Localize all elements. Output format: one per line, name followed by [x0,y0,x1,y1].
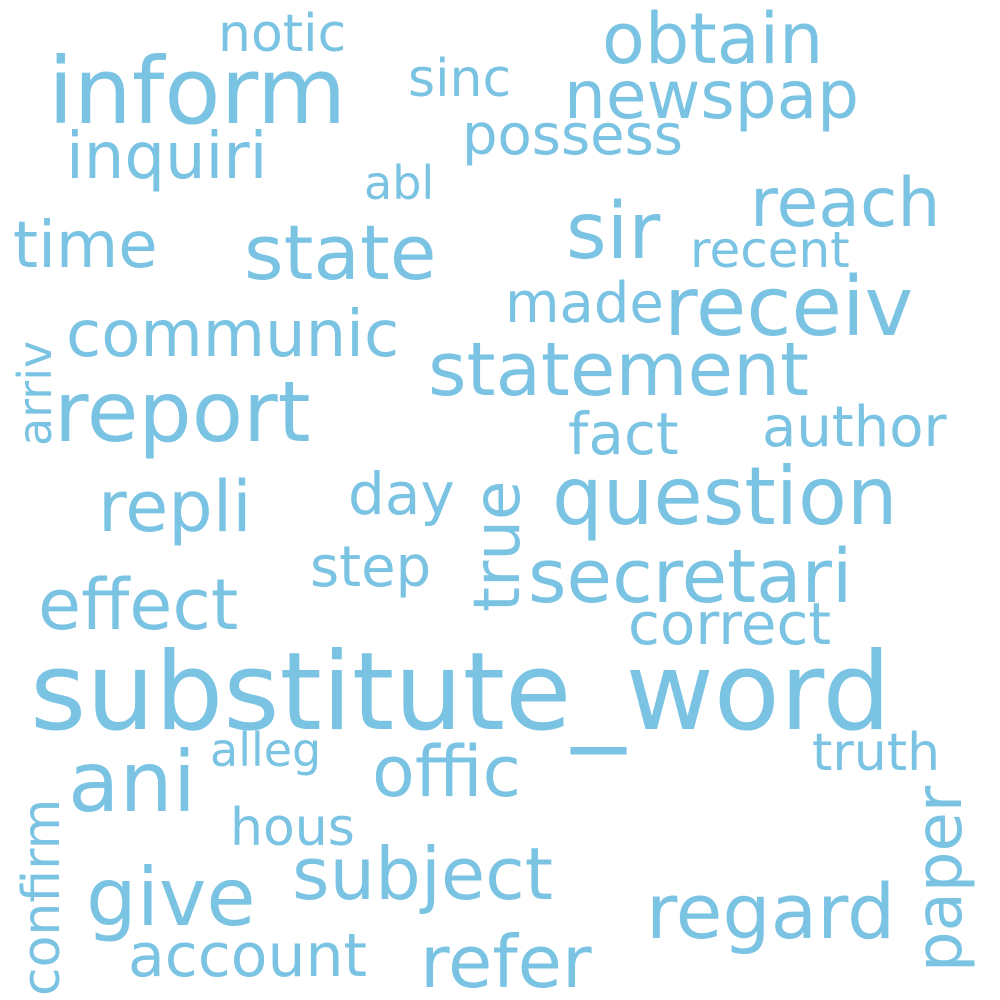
word-communic: communic [66,298,400,372]
word-time: time [13,209,158,283]
word-repli: repli [98,466,252,548]
word-hous: hous [230,798,355,858]
word-subject: subject [292,832,553,916]
word-question: question [552,450,898,543]
word-arriv: arriv [8,340,62,446]
word-paper: paper [903,785,977,972]
word-newspap: newspap [564,57,860,134]
word-fact: fact [568,400,679,468]
word-author: author [762,395,947,460]
word-possess: possess [462,103,683,168]
word-account: account [128,921,368,991]
word-regard: regard [646,867,896,956]
word-step: step [310,535,432,600]
word-effect: effect [38,564,239,646]
word-sir: sir [566,187,661,277]
word-notic: notic [218,4,347,64]
word-inform: inform [48,38,347,145]
word-true: true [461,480,535,612]
word-correct: correct [628,590,832,658]
word-obtain: obtain [602,0,824,80]
word-substitute_word: substitute_word [30,630,891,755]
word-alleg: alleg [210,723,322,777]
word-abl: abl [364,156,435,210]
word-refer: refer [420,920,592,1000]
word-give: give [86,851,256,944]
word-ani: ani [68,733,197,831]
word-day: day [348,460,455,528]
word-secretari: secretari [528,534,853,620]
word-confirm: confirm [12,798,72,996]
word-statement: statement [428,327,809,413]
word-state: state [244,208,437,297]
word-offic: offic [372,731,521,813]
word-reach: reach [750,164,941,243]
word-inquiri: inquiri [66,120,268,194]
word-report: report [54,363,311,461]
word-recent: recent [690,221,850,279]
word-truth: truth [812,723,941,783]
word-made: made [505,271,664,336]
word-receiv: receiv [664,260,914,355]
word-sinc: sinc [408,49,512,109]
